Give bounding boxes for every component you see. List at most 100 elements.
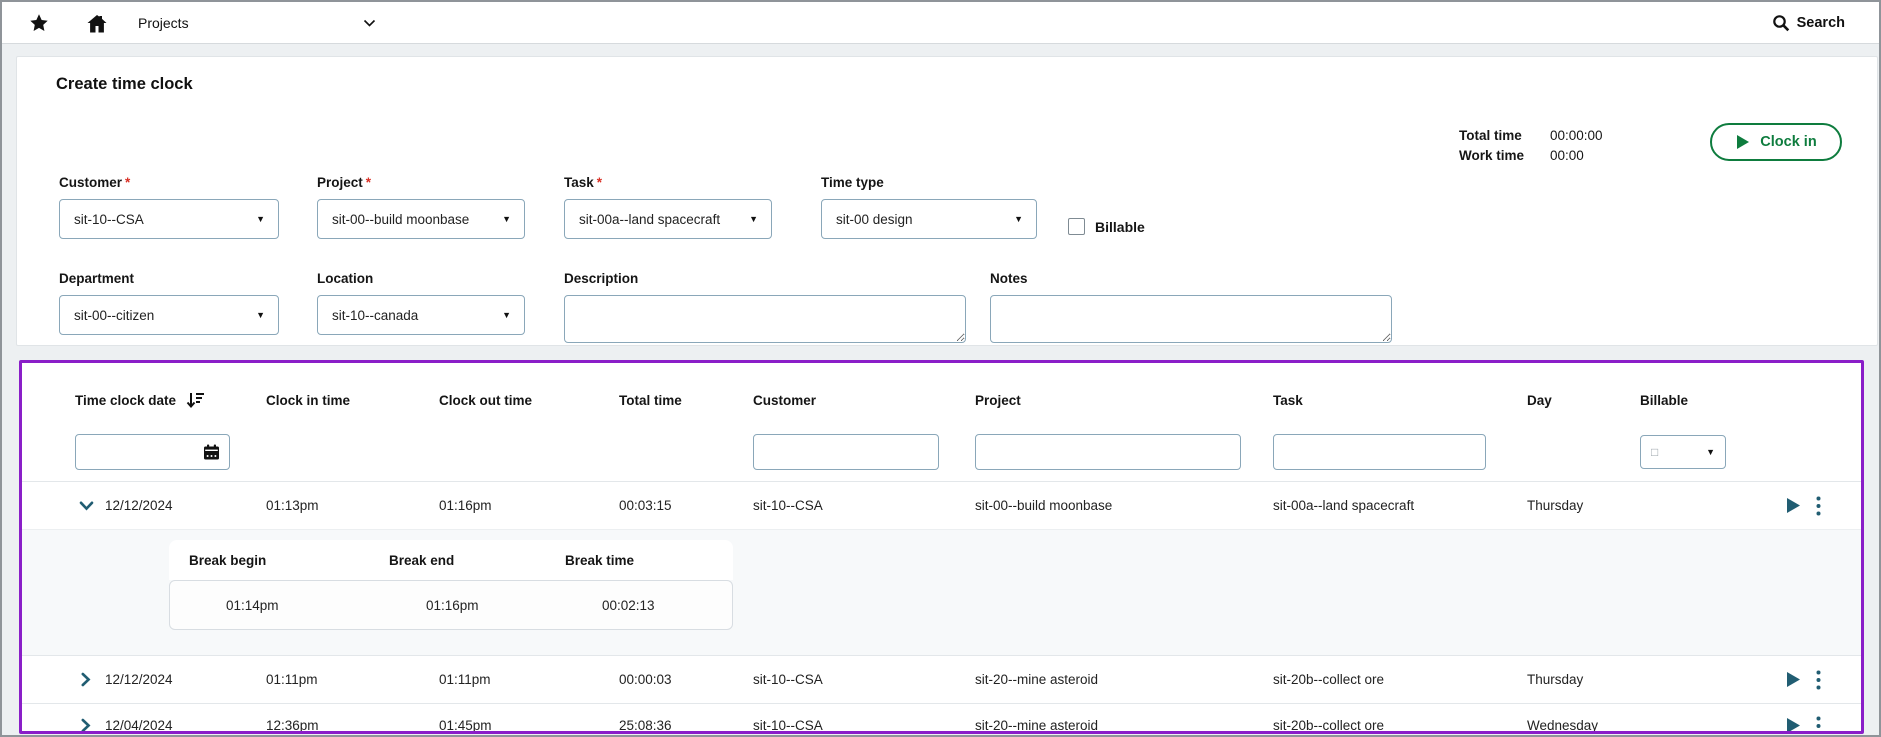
project-select-value: sit-00--build moonbase	[332, 212, 469, 227]
billable-field: Billable	[1068, 218, 1145, 235]
work-time-value: 00:00	[1550, 148, 1603, 163]
cell-total-time: 00:00:03	[619, 672, 753, 687]
cell-time-clock-date: 12/04/2024	[105, 718, 266, 733]
play-icon	[1735, 134, 1750, 150]
notes-textarea[interactable]	[990, 295, 1392, 343]
kebab-menu-icon	[1816, 496, 1821, 516]
table-row[interactable]: 12/04/2024 12:36pm 01:45pm 25:08:36 sit-…	[22, 703, 1861, 734]
break-time-value: 00:02:13	[546, 598, 734, 613]
task-field: Task* sit-00a--land spacecraft ▼	[564, 175, 772, 239]
cell-day: Thursday	[1527, 498, 1640, 513]
task-select[interactable]: sit-00a--land spacecraft ▼	[564, 199, 772, 239]
description-textarea[interactable]	[564, 295, 966, 343]
break-table: Break begin Break end Break time 01:14pm…	[169, 540, 733, 630]
cell-customer: sit-10--CSA	[753, 672, 975, 687]
expand-row-button[interactable]	[75, 669, 97, 691]
customer-filter-input[interactable]	[753, 434, 939, 470]
time-type-select[interactable]: sit-00 design ▼	[821, 199, 1037, 239]
sort-descending-icon[interactable]	[186, 391, 205, 409]
break-time-header: Break time	[545, 553, 733, 568]
calendar-icon[interactable]	[203, 444, 220, 461]
column-header-billable[interactable]: Billable	[1640, 393, 1780, 408]
kebab-menu-icon	[1816, 670, 1821, 690]
required-asterisk: *	[125, 175, 130, 190]
project-select[interactable]: sit-00--build moonbase ▼	[317, 199, 525, 239]
break-end-value: 01:16pm	[370, 598, 546, 613]
table-header-row: Time clock date Clock in time Clock out …	[22, 377, 1861, 423]
row-play-button[interactable]	[1782, 495, 1804, 517]
total-time-value: 00:00:00	[1550, 128, 1603, 143]
row-play-button[interactable]	[1782, 715, 1804, 735]
search-button[interactable]: Search	[1772, 2, 1845, 44]
cell-time-clock-date: 12/12/2024	[105, 672, 266, 687]
table-row[interactable]: 12/12/2024 01:13pm 01:16pm 00:03:15 sit-…	[22, 481, 1861, 529]
column-header-task[interactable]: Task	[1273, 393, 1527, 408]
notes-label: Notes	[990, 271, 1392, 286]
customer-select[interactable]: sit-10--CSA ▼	[59, 199, 279, 239]
time-type-label: Time type	[821, 175, 1037, 190]
column-header-clock-in-time[interactable]: Clock in time	[266, 393, 439, 408]
time-clock-table: Time clock date Clock in time Clock out …	[22, 363, 1861, 734]
task-filter-input[interactable]	[1273, 434, 1486, 470]
column-header-day[interactable]: Day	[1527, 393, 1640, 408]
projects-dropdown[interactable]: Projects	[138, 2, 376, 44]
location-field: Location sit-10--canada ▼	[317, 271, 525, 335]
search-icon	[1772, 14, 1790, 32]
department-select[interactable]: sit-00--citizen ▼	[59, 295, 279, 335]
column-header-project[interactable]: Project	[975, 393, 1273, 408]
column-header-time-clock-date[interactable]: Time clock date	[75, 393, 176, 408]
expand-row-button[interactable]	[75, 715, 97, 735]
table-row[interactable]: 12/12/2024 01:11pm 01:11pm 00:00:03 sit-…	[22, 655, 1861, 703]
app-window: Projects Search Create time clock Custom…	[0, 0, 1881, 737]
caret-down-icon: ▼	[1014, 215, 1023, 224]
time-type-select-value: sit-00 design	[836, 212, 913, 227]
customer-select-value: sit-10--CSA	[74, 212, 144, 227]
billable-filter-select[interactable]: □ ▼	[1640, 435, 1726, 469]
break-end-header: Break end	[369, 553, 545, 568]
create-time-clock-panel: Create time clock Customer* sit-10--CSA …	[16, 56, 1878, 346]
department-field: Department sit-00--citizen ▼	[59, 271, 279, 335]
collapse-row-button[interactable]	[75, 495, 97, 517]
row-play-button[interactable]	[1782, 669, 1804, 691]
total-time-label: Total time	[1459, 128, 1541, 143]
cell-clock-in-time: 01:11pm	[266, 672, 439, 687]
work-time-label: Work time	[1459, 148, 1541, 163]
cell-clock-out-time: 01:45pm	[439, 718, 619, 733]
home-button[interactable]	[85, 12, 107, 34]
break-detail-panel: Break begin Break end Break time 01:14pm…	[22, 529, 1861, 655]
cell-clock-out-time: 01:11pm	[439, 672, 619, 687]
required-asterisk: *	[366, 175, 371, 190]
topbar: Projects Search	[2, 2, 1879, 44]
caret-down-icon: ▼	[1706, 448, 1715, 457]
description-label: Description	[564, 271, 966, 286]
kebab-menu-icon	[1816, 716, 1821, 735]
table-filter-row: □ ▼	[22, 423, 1861, 481]
row-menu-button[interactable]	[1807, 495, 1829, 517]
column-header-customer[interactable]: Customer	[753, 393, 975, 408]
favorites-button[interactable]	[28, 12, 50, 34]
play-icon	[1785, 717, 1801, 734]
billable-checkbox[interactable]	[1068, 218, 1085, 235]
clock-in-button[interactable]: Clock in	[1710, 123, 1842, 161]
project-filter-input[interactable]	[975, 434, 1241, 470]
location-label: Location	[317, 271, 525, 286]
play-icon	[1785, 671, 1801, 688]
notes-field: Notes	[990, 271, 1392, 348]
break-begin-header: Break begin	[169, 553, 369, 568]
time-type-field: Time type sit-00 design ▼	[821, 175, 1037, 239]
column-header-total-time[interactable]: Total time	[619, 393, 753, 408]
row-menu-button[interactable]	[1807, 715, 1829, 735]
column-header-clock-out-time[interactable]: Clock out time	[439, 393, 619, 408]
project-field: Project* sit-00--build moonbase ▼	[317, 175, 525, 239]
time-clock-table-panel: Time clock date Clock in time Clock out …	[19, 360, 1864, 734]
cell-clock-out-time: 01:16pm	[439, 498, 619, 513]
required-asterisk: *	[597, 175, 602, 190]
date-filter-input[interactable]	[75, 434, 230, 470]
location-select[interactable]: sit-10--canada ▼	[317, 295, 525, 335]
cell-project: sit-20--mine asteroid	[975, 672, 1273, 687]
cell-time-clock-date: 12/12/2024	[105, 498, 266, 513]
caret-down-icon: ▼	[749, 215, 758, 224]
chevron-right-icon	[81, 672, 91, 687]
row-menu-button[interactable]	[1807, 669, 1829, 691]
billable-label: Billable	[1095, 219, 1145, 235]
